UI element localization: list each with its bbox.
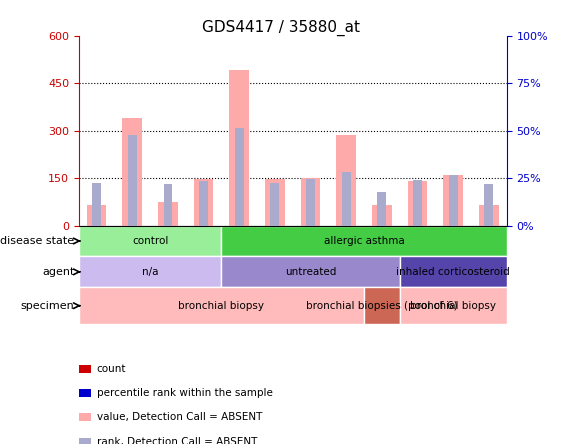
Text: disease state: disease state <box>1 236 74 246</box>
Bar <box>342 172 351 226</box>
Bar <box>337 135 356 226</box>
Text: count: count <box>97 364 126 373</box>
Bar <box>221 226 507 257</box>
Bar <box>79 226 221 257</box>
Bar <box>158 202 178 226</box>
Bar <box>235 128 244 226</box>
Bar <box>408 181 427 226</box>
Text: GDS4417 / 35880_at: GDS4417 / 35880_at <box>203 20 360 36</box>
Bar <box>128 135 137 226</box>
Bar <box>377 192 386 226</box>
Bar <box>301 178 320 226</box>
Bar <box>123 118 142 226</box>
Text: inhaled corticosteroid: inhaled corticosteroid <box>396 267 510 277</box>
Text: bronchial biopsy: bronchial biopsy <box>178 301 265 311</box>
Bar <box>444 175 463 226</box>
Text: value, Detection Call = ABSENT: value, Detection Call = ABSENT <box>97 412 262 422</box>
Bar <box>221 257 400 287</box>
Bar <box>484 184 493 226</box>
Text: specimen: specimen <box>21 301 74 311</box>
Bar <box>306 178 315 226</box>
Bar <box>92 183 101 226</box>
Text: allergic asthma: allergic asthma <box>324 236 404 246</box>
Bar <box>87 205 106 226</box>
Bar <box>479 205 499 226</box>
Bar <box>79 257 221 287</box>
Text: bronchial biopsies (pool of 6): bronchial biopsies (pool of 6) <box>306 301 458 311</box>
Text: rank, Detection Call = ABSENT: rank, Detection Call = ABSENT <box>97 437 257 444</box>
Bar <box>194 178 213 226</box>
Bar <box>364 287 400 324</box>
Bar <box>449 175 458 226</box>
Bar <box>400 257 507 287</box>
Text: agent: agent <box>42 267 74 277</box>
Text: untreated: untreated <box>285 267 336 277</box>
Text: percentile rank within the sample: percentile rank within the sample <box>97 388 272 398</box>
Bar <box>372 205 392 226</box>
Bar <box>265 178 285 226</box>
Text: control: control <box>132 236 168 246</box>
Bar <box>199 181 208 226</box>
Bar <box>163 184 172 226</box>
Text: bronchial biopsy: bronchial biopsy <box>410 301 496 311</box>
Text: n/a: n/a <box>142 267 158 277</box>
Bar <box>413 180 422 226</box>
Bar <box>270 183 279 226</box>
Bar <box>400 287 507 324</box>
Bar <box>230 70 249 226</box>
Bar <box>79 287 364 324</box>
